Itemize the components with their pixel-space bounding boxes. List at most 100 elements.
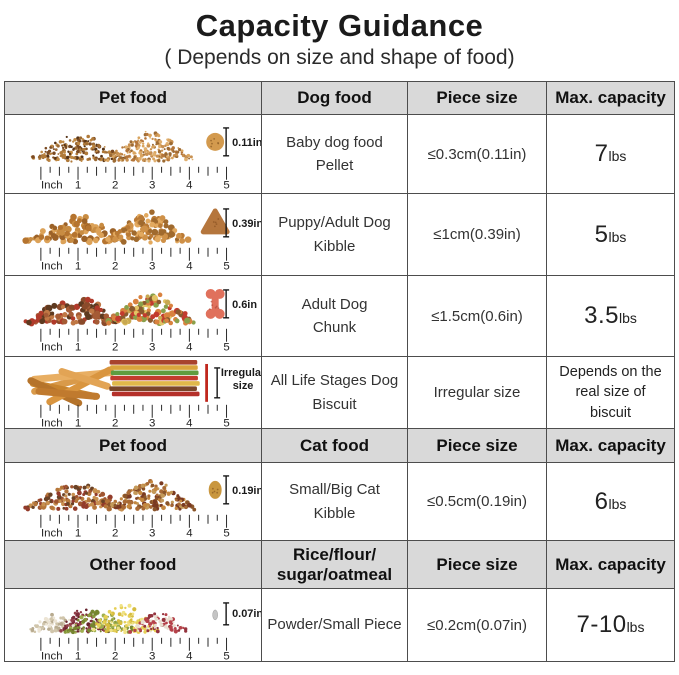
piece-size-cell: ≤1cm(0.39in): [407, 193, 547, 276]
food-pile: [128, 612, 188, 634]
ruler-number: 5: [223, 260, 229, 272]
size-label: 0.11in: [232, 137, 261, 149]
ruler-number: 1: [75, 527, 81, 539]
capacity-value: 7-10: [576, 611, 627, 638]
ruler-number: 5: [223, 179, 229, 191]
ruler-number: 4: [186, 341, 193, 353]
ruler-number: 1: [75, 260, 81, 272]
food-name-cell: Adult Dog Chunk: [261, 275, 408, 357]
ruler-unit-label: Inch: [41, 260, 63, 272]
capacity-value: 7: [594, 140, 609, 167]
column-header: Max. capacity: [546, 81, 675, 115]
table-row: 0.07in Inch 1 2 3 4 5 Powder/Small Piece ≤0.2cm(…: [4, 588, 675, 662]
food-name-cell: Baby dog food Pellet: [261, 114, 408, 194]
pet-food-image-cell: 0.11in Inch 1 2 3 4 5: [4, 114, 262, 194]
ruler-number: 2: [112, 260, 118, 272]
capacity-cell: 6lbs: [546, 462, 675, 541]
size-label: 0.07in: [232, 608, 261, 620]
food-photo: 0.6in Inch 1 2 3 4 5: [23, 288, 257, 353]
ruler-number: 4: [186, 260, 193, 272]
pet-food-image-cell: Irregular size Inch 1 2 3 4 5: [4, 356, 262, 429]
capacity-cell: 3.5lbs: [546, 275, 675, 357]
capacity-unit: lbs: [608, 228, 627, 245]
inch-ruler: Inch 1 2 3 4 5: [40, 637, 230, 660]
capacity-cell: 5lbs: [546, 193, 675, 276]
piece-size-cell: ≤1.5cm(0.6in): [407, 275, 547, 357]
pet-food-image-cell: 0.6in Inch 1 2 3 4 5: [4, 275, 262, 357]
biscuit-strips-stack: [109, 359, 200, 396]
food-pile: [106, 478, 197, 512]
size-label: Irregular size: [221, 367, 261, 392]
column-header: Max. capacity: [546, 540, 675, 589]
measurement-bracket-icon: [223, 474, 230, 505]
inch-ruler: Inch 1 2 3 4 5: [40, 247, 230, 272]
measurement-bracket-icon: [223, 601, 230, 626]
ruler-number: 2: [112, 179, 118, 191]
ruler-number: 3: [149, 179, 155, 191]
inch-ruler: Inch 1 2 3 4 5: [40, 328, 230, 353]
food-pile: [106, 130, 194, 163]
ruler-number: 4: [186, 179, 193, 191]
measurement-bracket-icon: [223, 207, 230, 238]
piece-size-cell: ≤0.2cm(0.07in): [407, 588, 547, 662]
capacity-unit: lbs: [626, 619, 645, 635]
column-header: Pet food: [4, 428, 262, 463]
ruler-number: 1: [75, 650, 81, 660]
bone-icon: [205, 288, 225, 319]
capacity-unit: lbs: [608, 495, 627, 512]
capacity-unit: lbs: [608, 148, 627, 164]
capacity-cell: 7lbs: [546, 114, 675, 194]
inch-ruler: Inch 1 2 3 4 5: [40, 404, 230, 427]
ruler-number: 1: [75, 179, 81, 191]
ruler-number: 4: [186, 527, 193, 539]
food-photo: 0.11in Inch 1 2 3 4 5: [30, 126, 261, 191]
size-label: 0.6in: [232, 299, 257, 311]
ruler-number: 3: [149, 260, 155, 272]
pet-food-image-cell: 0.07in Inch 1 2 3 4 5: [4, 588, 262, 662]
ruler-number: 1: [75, 417, 81, 427]
ruler-number: 4: [186, 417, 193, 427]
inch-ruler: Inch 1 2 3 4 5: [40, 166, 230, 191]
capacity-guidance-infographic: Capacity Guidance ( Depends on size and …: [0, 8, 679, 662]
column-header: Dog food: [261, 81, 408, 115]
table-row: 0.19in Inch 1 2 3 4 5 Small/Big Cat Kibble ≤0.5c…: [4, 462, 675, 541]
header-row: Pet food Dog food Piece size Max. capacity: [4, 81, 675, 115]
ruler-number: 4: [186, 650, 193, 660]
food-photo: 0.39in Inch 1 2 3 4 5: [22, 207, 261, 272]
biscuit-sticks-pile: [27, 366, 115, 407]
ruler-number: 5: [223, 650, 229, 660]
column-header: Rice/flour/ sugar/oatmeal: [261, 540, 408, 589]
pet-food-image-cell: 0.19in Inch 1 2 3 4 5: [4, 462, 262, 541]
piece-size-cell: ≤0.5cm(0.19in): [407, 462, 547, 541]
ruler-unit-label: Inch: [41, 179, 63, 191]
ruler-number: 5: [223, 527, 229, 539]
ruler-number: 3: [149, 650, 155, 660]
column-header: Piece size: [407, 428, 547, 463]
ruler-unit-label: Inch: [41, 417, 63, 427]
ruler-number: 3: [149, 527, 155, 539]
capacity-unit: lbs: [618, 310, 637, 326]
column-header: Other food: [4, 540, 262, 589]
ruler-number: 5: [223, 341, 229, 353]
pellet-icon: [206, 132, 225, 151]
measurement-bracket-icon: [223, 126, 230, 157]
capacity-cell: 7-10lbs: [546, 588, 675, 662]
size-label: 0.39in: [232, 218, 261, 230]
ruler-number: 3: [149, 417, 155, 427]
measurement-bracket-icon: [223, 288, 230, 319]
ruler-number: 2: [112, 527, 118, 539]
column-header: Cat food: [261, 428, 408, 463]
column-header: Piece size: [407, 540, 547, 589]
table-row: 0.6in Inch 1 2 3 4 5 Adult Dog Chunk ≤1.5cm(0.6i…: [4, 275, 675, 357]
ruler-number: 5: [223, 417, 229, 427]
piece-size-cell: ≤0.3cm(0.11in): [407, 114, 547, 194]
capacity-note: Depends on the real size of biscuit: [559, 364, 662, 421]
food-pile: [30, 134, 125, 163]
capacity-value: 6: [594, 487, 609, 515]
ruler-number: 1: [75, 341, 81, 353]
inch-ruler: Inch 1 2 3 4 5: [40, 514, 230, 539]
header-row: Pet food Cat food Piece size Max. capacity: [4, 428, 675, 463]
food-pile: [23, 296, 120, 327]
table-row: Irregular size Inch 1 2 3 4 5 All Life Stages Do…: [4, 356, 675, 429]
food-name-cell: Small/Big Cat Kibble: [261, 462, 408, 541]
